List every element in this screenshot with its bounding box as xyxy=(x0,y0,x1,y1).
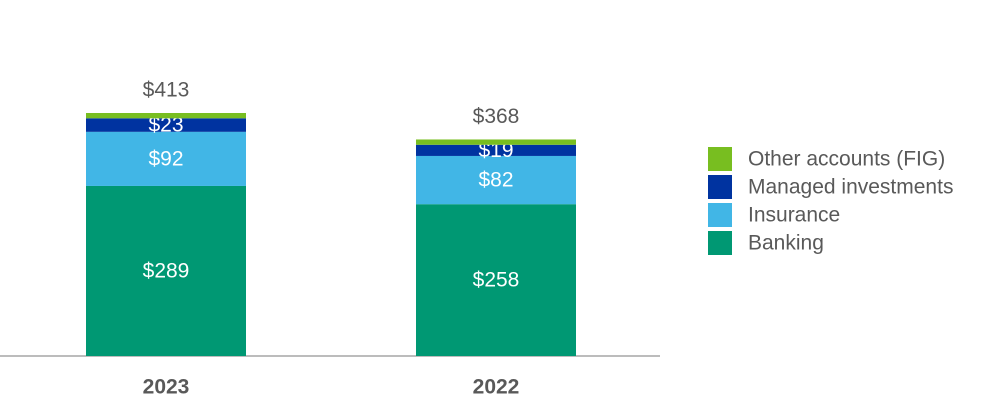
total-label: $368 xyxy=(473,105,520,128)
legend-label: Other accounts (FIG) xyxy=(748,148,945,171)
legend-swatch xyxy=(708,175,732,199)
bar-segment xyxy=(86,113,246,119)
bar-segment xyxy=(86,118,246,132)
bar-segment xyxy=(416,144,576,156)
legend-swatch xyxy=(708,231,732,255)
total-label: $413 xyxy=(143,79,190,102)
x-tick-label: 2023 xyxy=(143,376,190,399)
legend-label: Managed investments xyxy=(748,176,953,199)
value-label: $82 xyxy=(478,169,513,192)
bar-segment xyxy=(416,139,576,145)
value-label: $92 xyxy=(148,147,183,170)
value-label: $23 xyxy=(148,114,183,137)
legend-label: Banking xyxy=(748,232,824,255)
x-tick-label: 2022 xyxy=(473,376,520,399)
bar-segment xyxy=(86,131,246,186)
legend-swatch xyxy=(708,203,732,227)
bar-segment xyxy=(416,155,576,205)
bar-segment xyxy=(86,185,246,356)
value-label: $289 xyxy=(143,260,190,283)
bar-segment xyxy=(416,204,576,356)
legend-label: Insurance xyxy=(748,204,840,227)
legend-swatch xyxy=(708,147,732,171)
value-label: $258 xyxy=(473,269,520,292)
